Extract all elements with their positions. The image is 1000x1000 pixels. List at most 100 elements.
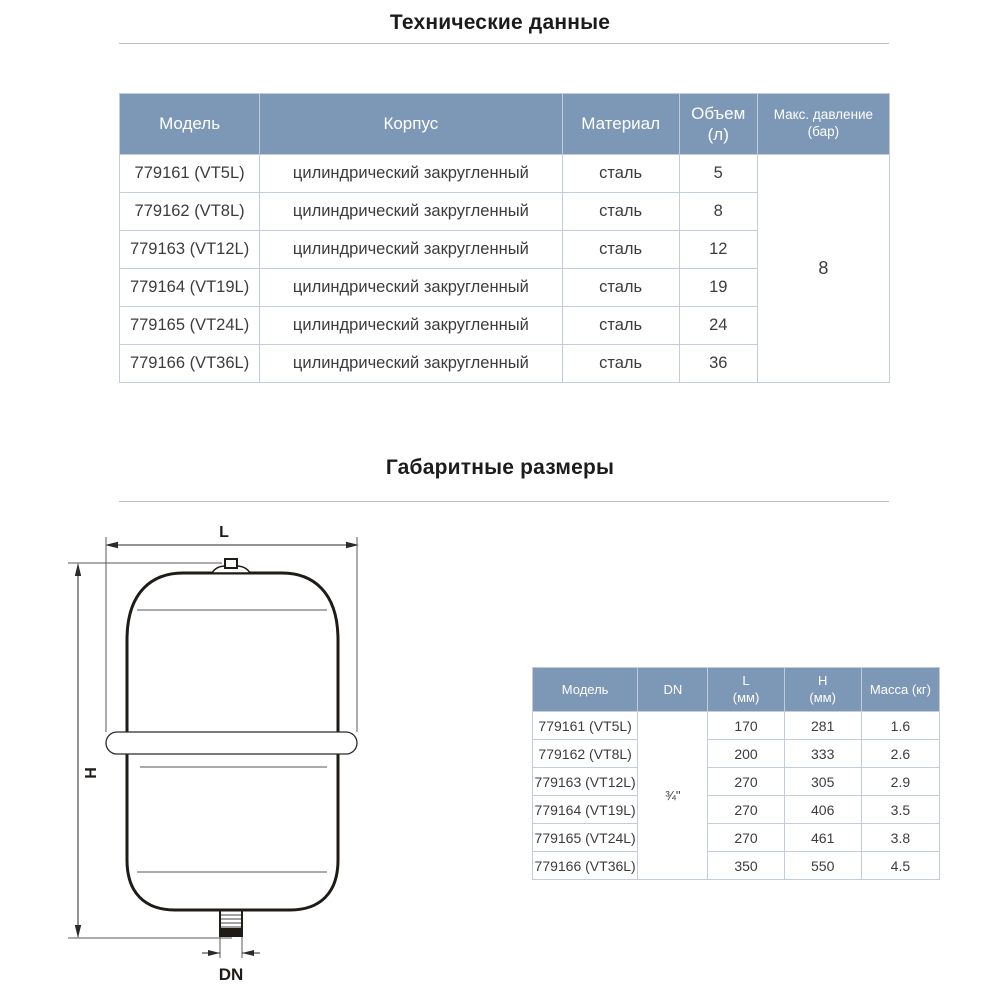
cell-l: 350 — [707, 851, 785, 880]
header-mass: Масса (кг) — [860, 667, 941, 712]
cell-mass: 2.9 — [860, 767, 941, 796]
technical-data-table: Модель Корпус Материал Объем (л) Макс. д… — [118, 93, 891, 383]
header-volume: Объем (л) — [678, 93, 758, 155]
cell-dn: ¾" — [637, 711, 709, 880]
cell-model: 779162 (VT8L) — [531, 739, 639, 768]
cell-h: 281 — [783, 711, 862, 740]
dimension-label-h: H — [83, 767, 100, 779]
cell-model: 779164 (VT19L) — [118, 268, 261, 307]
header-l-line2: (мм) — [732, 689, 760, 705]
cell-volume: 36 — [678, 344, 758, 383]
cell-body: цилиндрический закругленный — [259, 344, 563, 383]
cell-l: 270 — [707, 823, 785, 852]
cell-volume: 12 — [678, 230, 758, 269]
dimensions-header-row: Модель DN L (мм) H (мм) Масса (кг) — [531, 667, 941, 712]
technical-table-header: Модель Корпус Материал Объем (л) Макс. д… — [118, 93, 891, 155]
cell-model: 779161 (VT5L) — [531, 711, 639, 740]
cell-model: 779163 (VT12L) — [531, 767, 639, 796]
dimension-l-arrow-left — [105, 541, 118, 549]
cell-h: 333 — [783, 739, 862, 768]
dimensions-table-body: 779161 (VT5L) ¾" 170 281 1.6 779162 (VT8… — [531, 711, 941, 880]
cell-h: 305 — [783, 767, 862, 796]
cell-volume: 19 — [678, 268, 758, 307]
cell-body: цилиндрический закругленный — [259, 306, 563, 345]
header-model: Модель — [531, 667, 639, 712]
dimensions-table-header: Модель DN L (мм) H (мм) Масса (кг) — [531, 667, 941, 712]
cell-mass: 2.6 — [860, 739, 941, 768]
cell-mass: 1.6 — [860, 711, 941, 740]
dn-arrow-left — [208, 950, 220, 956]
cell-body: цилиндрический закругленный — [259, 230, 563, 269]
cell-material: сталь — [561, 268, 680, 307]
cell-l: 270 — [707, 767, 785, 796]
cell-model: 779166 (VT36L) — [118, 344, 261, 383]
header-l-line1: L — [742, 673, 750, 689]
header-material: Материал — [561, 93, 680, 155]
divider-dimensions — [119, 501, 889, 502]
tank-dimension-drawing: L H — [68, 524, 359, 984]
cell-l: 200 — [707, 739, 785, 768]
cell-max-pressure: 8 — [756, 154, 891, 383]
dimensions-table-row: 779161 (VT5L) ¾" 170 281 1.6 — [531, 711, 941, 880]
header-body: Корпус — [259, 93, 563, 155]
cell-model: 779165 (VT24L) — [531, 823, 639, 852]
technical-table-row: 779163 (VT12L) цилиндрический закругленн… — [118, 230, 890, 269]
technical-table-row: 779162 (VT8L) цилиндрический закругленны… — [118, 192, 890, 231]
cell-body: цилиндрический закругленный — [259, 192, 563, 231]
header-volume-line2: (л) — [707, 125, 729, 144]
cell-mass: 3.5 — [860, 795, 941, 824]
technical-header-row: Модель Корпус Материал Объем (л) Макс. д… — [118, 93, 891, 155]
technical-table-row: 779161 (VT5L) цилиндрический закругленны… — [118, 154, 891, 383]
cell-volume: 8 — [678, 192, 758, 231]
technical-table-row: 779166 (VT36L) цилиндрический закругленн… — [118, 344, 890, 383]
dimension-label-dn: DN — [219, 965, 244, 984]
cell-model: 779165 (VT24L) — [118, 306, 261, 345]
header-model: Модель — [118, 93, 261, 155]
cell-mass: 3.8 — [860, 823, 941, 852]
dimensions-table-row: 779166 (VT36L) 350 550 4.5 — [531, 851, 941, 880]
cell-h: 461 — [783, 823, 862, 852]
cell-model: 779163 (VT12L) — [118, 230, 261, 269]
cell-model: 779166 (VT36L) — [531, 851, 639, 880]
header-max-pressure-line2: (бар) — [807, 124, 840, 139]
cell-model: 779161 (VT5L) — [118, 154, 261, 193]
cell-model: 779162 (VT8L) — [118, 192, 261, 231]
cell-material: сталь — [561, 192, 680, 231]
cell-body: цилиндрический закругленный — [259, 268, 563, 307]
dn-arrow-right — [242, 950, 254, 956]
header-l: L (мм) — [707, 667, 785, 712]
header-volume-line1: Объем — [691, 103, 746, 123]
cell-volume: 24 — [678, 306, 758, 345]
cell-material: сталь — [561, 344, 680, 383]
technical-table-row: 779164 (VT19L) цилиндрический закругленн… — [118, 268, 890, 307]
dimension-label-l: L — [219, 524, 229, 541]
mounting-band — [105, 731, 358, 755]
header-max-pressure: Макс. давление (бар) — [756, 93, 891, 155]
cell-h: 406 — [783, 795, 862, 824]
dimensions-table-row: 779163 (VT12L) 270 305 2.9 — [531, 767, 941, 796]
dimension-h-arrow-bottom — [74, 925, 82, 938]
dimensions-table-row: 779162 (VT8L) 200 333 2.6 — [531, 739, 941, 768]
cell-l: 170 — [707, 711, 785, 740]
technical-table-body: 779161 (VT5L) цилиндрический закругленны… — [118, 154, 891, 383]
cell-material: сталь — [561, 306, 680, 345]
cell-volume: 5 — [678, 154, 758, 193]
cell-material: сталь — [561, 230, 680, 269]
header-h: H (мм) — [783, 667, 862, 712]
dimensions-table: Модель DN L (мм) H (мм) Масса (кг) 77916… — [531, 667, 941, 880]
air-valve-nipple — [224, 558, 238, 569]
cell-mass: 4.5 — [860, 851, 941, 880]
section-title-dimensions: Габаритные размеры — [385, 456, 615, 479]
section-title-technical-data: Технические данные — [389, 11, 611, 34]
divider-technical — [119, 43, 889, 44]
dimensions-table-row: 779164 (VT19L) 270 406 3.5 — [531, 795, 941, 824]
cell-body: цилиндрический закругленный — [259, 154, 563, 193]
dimension-l-arrow-right — [346, 541, 359, 549]
cell-h: 550 — [783, 851, 862, 880]
header-max-pressure-line1: Макс. давление — [773, 107, 874, 123]
thread-collar — [219, 928, 243, 937]
cell-l: 270 — [707, 795, 785, 824]
header-h-line2: (мм) — [809, 689, 836, 705]
cell-model: 779164 (VT19L) — [531, 795, 639, 824]
dimension-h-arrow-top — [74, 563, 82, 576]
